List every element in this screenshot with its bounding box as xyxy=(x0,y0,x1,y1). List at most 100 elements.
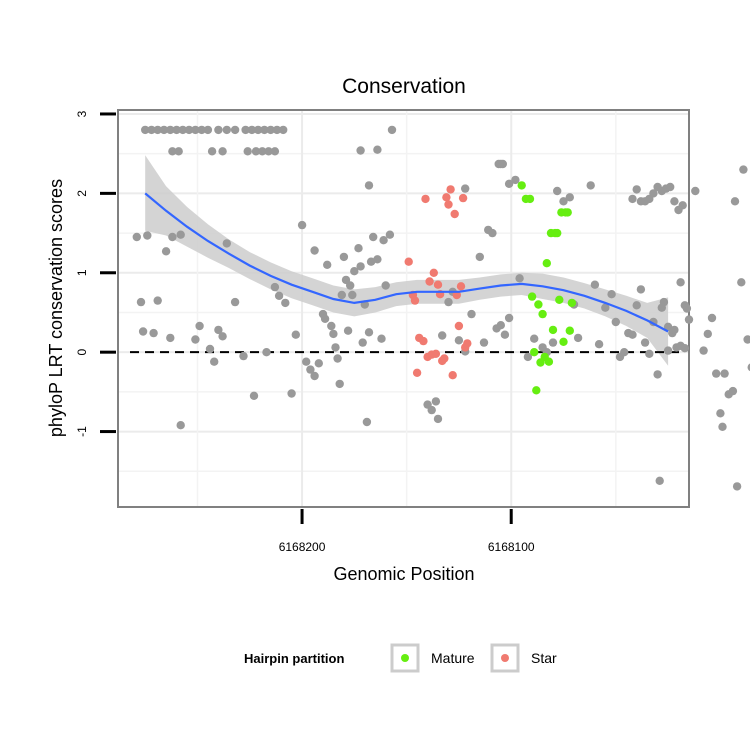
confidence-band xyxy=(145,155,669,366)
point-other xyxy=(511,175,520,185)
point-star xyxy=(412,368,422,377)
point-star xyxy=(442,193,451,202)
point-other xyxy=(172,125,181,135)
point-star xyxy=(429,268,438,277)
point-other xyxy=(297,220,307,230)
gridlines xyxy=(119,111,688,506)
point-other xyxy=(358,338,367,347)
point-star xyxy=(440,354,449,363)
point-other xyxy=(253,125,263,135)
point-other xyxy=(663,346,673,355)
point-other xyxy=(636,285,646,294)
point-mature xyxy=(548,325,558,335)
legend-swatch-mature xyxy=(401,654,409,662)
point-other xyxy=(373,255,382,264)
point-other xyxy=(176,230,185,239)
point-other xyxy=(331,343,340,352)
point-other xyxy=(438,331,447,340)
legend-title: Hairpin partition xyxy=(244,651,344,666)
point-other xyxy=(467,309,476,319)
point-other xyxy=(310,246,319,255)
point-other xyxy=(655,476,664,485)
point-other xyxy=(433,414,443,424)
point-mature xyxy=(542,259,551,268)
point-other xyxy=(262,348,271,357)
point-other xyxy=(346,281,355,290)
point-star xyxy=(444,200,453,209)
point-other xyxy=(281,298,290,308)
point-other xyxy=(218,332,227,341)
y-tick-label: 1 xyxy=(75,269,89,276)
point-other xyxy=(350,267,359,276)
point-other xyxy=(329,329,338,339)
point-other xyxy=(475,252,484,262)
point-other xyxy=(366,257,376,266)
point-other xyxy=(161,247,171,256)
x-tick-label: 6168200 xyxy=(279,540,326,554)
point-other xyxy=(314,359,323,368)
point-other xyxy=(153,296,162,305)
point-other xyxy=(143,231,152,240)
point-mature xyxy=(559,337,568,346)
point-mature xyxy=(563,208,572,217)
point-other xyxy=(515,274,524,283)
point-other xyxy=(320,314,330,323)
point-other xyxy=(663,322,673,331)
point-other xyxy=(306,365,315,374)
point-other xyxy=(454,336,464,345)
point-other xyxy=(680,344,689,353)
point-other xyxy=(230,297,240,307)
point-other xyxy=(249,391,259,400)
point-other xyxy=(730,197,740,206)
point-other xyxy=(166,125,175,135)
point-other xyxy=(504,179,514,188)
point-other xyxy=(247,125,257,135)
legend-label-mature: Mature xyxy=(431,650,475,666)
legend-key-mature xyxy=(390,643,420,673)
point-other xyxy=(611,317,620,327)
point-other xyxy=(364,328,374,337)
chart-title: Conservation xyxy=(342,75,466,98)
point-other xyxy=(272,125,282,135)
point-other xyxy=(230,125,240,135)
point-other xyxy=(205,344,215,354)
point-other xyxy=(707,313,717,323)
y-tick-label: 3 xyxy=(75,110,89,117)
point-star xyxy=(404,257,413,266)
point-other xyxy=(649,189,658,198)
point-other xyxy=(339,252,349,262)
point-other xyxy=(645,349,654,358)
point-other xyxy=(601,303,610,312)
point-other xyxy=(168,232,177,242)
point-other xyxy=(356,146,365,155)
point-other xyxy=(168,147,177,156)
point-other xyxy=(132,232,141,242)
point-other xyxy=(632,185,641,194)
point-other xyxy=(207,147,217,156)
point-other xyxy=(427,405,436,415)
point-other xyxy=(136,297,146,307)
point-other xyxy=(191,335,200,344)
point-other xyxy=(260,125,269,135)
point-star xyxy=(450,209,459,219)
point-star xyxy=(421,194,430,204)
point-other xyxy=(191,125,200,135)
point-mature xyxy=(553,228,562,238)
point-other xyxy=(628,330,637,339)
point-other xyxy=(310,371,319,381)
point-other xyxy=(377,334,386,343)
point-other xyxy=(323,260,332,269)
point-other xyxy=(279,125,288,135)
point-other xyxy=(594,340,604,349)
point-star xyxy=(463,339,472,348)
point-other xyxy=(364,181,374,190)
point-other xyxy=(159,125,169,135)
point-other xyxy=(498,159,507,169)
point-other xyxy=(712,369,721,378)
legend-label-star: Star xyxy=(531,650,557,666)
point-other xyxy=(632,301,641,310)
point-other xyxy=(362,417,372,427)
point-other xyxy=(214,325,223,335)
point-other xyxy=(241,125,250,135)
point-other xyxy=(620,348,629,357)
